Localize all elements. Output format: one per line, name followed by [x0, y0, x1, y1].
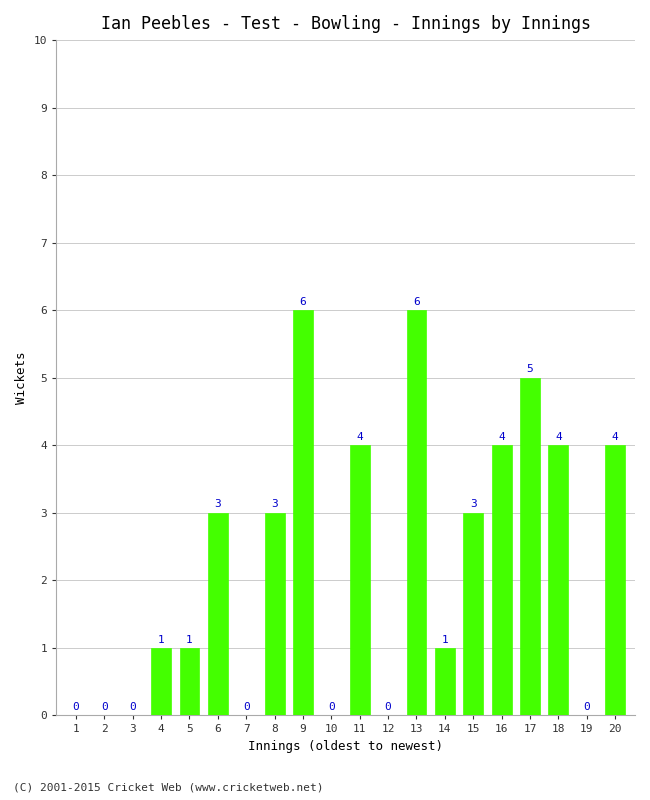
Text: 4: 4: [499, 432, 505, 442]
Y-axis label: Wickets: Wickets: [15, 351, 28, 404]
Bar: [265, 513, 285, 715]
Text: 5: 5: [526, 364, 534, 374]
Bar: [406, 310, 426, 715]
Text: 4: 4: [612, 432, 619, 442]
Bar: [293, 310, 313, 715]
Text: (C) 2001-2015 Cricket Web (www.cricketweb.net): (C) 2001-2015 Cricket Web (www.cricketwe…: [13, 782, 324, 792]
Text: 0: 0: [328, 702, 335, 712]
Text: 1: 1: [158, 634, 164, 645]
Bar: [208, 513, 227, 715]
Bar: [549, 446, 568, 715]
Bar: [520, 378, 540, 715]
Bar: [151, 648, 171, 715]
Bar: [605, 446, 625, 715]
X-axis label: Innings (oldest to newest): Innings (oldest to newest): [248, 740, 443, 753]
Text: 3: 3: [271, 499, 278, 510]
Bar: [179, 648, 200, 715]
Text: 0: 0: [243, 702, 250, 712]
Bar: [463, 513, 483, 715]
Title: Ian Peebles - Test - Bowling - Innings by Innings: Ian Peebles - Test - Bowling - Innings b…: [101, 15, 591, 33]
Text: 0: 0: [101, 702, 108, 712]
Text: 6: 6: [300, 297, 306, 307]
Text: 0: 0: [385, 702, 391, 712]
Bar: [350, 446, 370, 715]
Text: 0: 0: [129, 702, 136, 712]
Text: 3: 3: [214, 499, 221, 510]
Text: 3: 3: [470, 499, 476, 510]
Text: 4: 4: [356, 432, 363, 442]
Text: 0: 0: [584, 702, 590, 712]
Bar: [491, 446, 512, 715]
Text: 1: 1: [441, 634, 448, 645]
Text: 0: 0: [73, 702, 79, 712]
Text: 6: 6: [413, 297, 420, 307]
Bar: [435, 648, 455, 715]
Text: 4: 4: [555, 432, 562, 442]
Text: 1: 1: [186, 634, 193, 645]
